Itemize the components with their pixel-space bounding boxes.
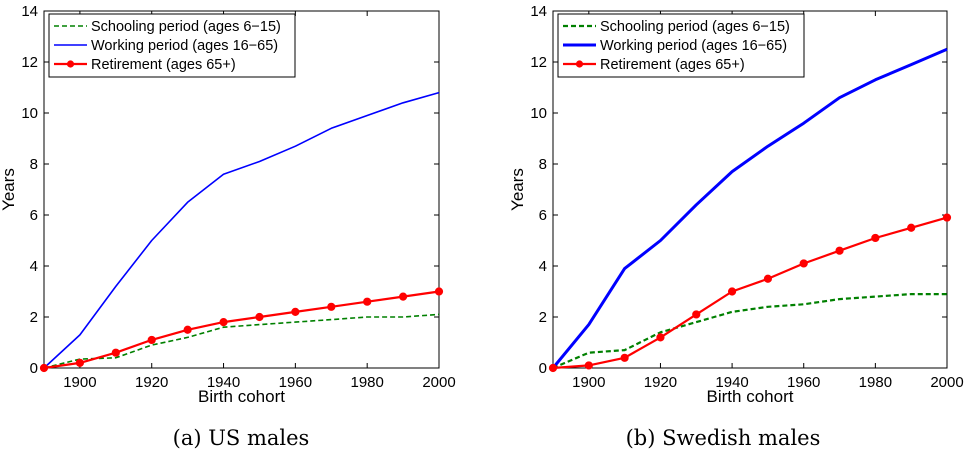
data-point (692, 310, 701, 319)
data-point (942, 213, 952, 222)
data-point (907, 223, 916, 232)
y-tick-label: 8 (539, 156, 547, 173)
y-tick-label: 8 (30, 156, 38, 173)
data-point (255, 312, 264, 322)
y-tick-label: 6 (539, 207, 547, 224)
series-line (552, 216, 948, 370)
data-point (871, 233, 880, 243)
data-point (656, 333, 665, 342)
swedish-males-chart: 0 2 4 6 8 10 12 14 1900 1920 1940 1960 1980 2000 Birth… (508, 3, 964, 406)
data-point (398, 292, 408, 301)
legend-label: Retirement (ages 65+) (91, 57, 236, 73)
y-axis-title: Years (0, 168, 18, 211)
series-line (551, 47, 948, 369)
x-tick-label: 1900 (572, 374, 605, 391)
legend-label: Schooling period (ages 6−15) (600, 19, 790, 35)
x-tick-label: 1920 (644, 374, 677, 391)
y-tick-label: 2 (30, 309, 38, 326)
x-tick-label: 1960 (279, 374, 312, 391)
y-tick-label: 14 (530, 3, 547, 20)
data-point (799, 259, 808, 268)
y-tick-label: 0 (539, 360, 547, 377)
data-point (434, 287, 444, 296)
chart-caption: (a) US males (172, 426, 310, 450)
x-tick-label: 1940 (715, 374, 748, 391)
data-point (835, 246, 844, 255)
x-axis-title: Birth cohort (707, 387, 794, 406)
y-axis-title: Years (508, 168, 527, 211)
x-tick-label: 1900 (63, 374, 96, 391)
data-point (147, 335, 156, 345)
legend-label: Working period (ages 16−65) (91, 38, 278, 54)
y-tick-label: 10 (530, 105, 547, 122)
data-point (111, 348, 120, 357)
legend-marker (575, 60, 584, 68)
y-tick-label: 12 (21, 54, 38, 71)
us-males-chart: 0 2 4 6 8 10 12 14 1900 1920 1940 1960 1980 2000 Birth… (0, 3, 456, 406)
x-tick-label: 1980 (859, 374, 892, 391)
x-tick-label: 2000 (422, 374, 455, 391)
y-tick-label: 4 (539, 258, 547, 275)
data-point (727, 287, 737, 296)
data-point (39, 363, 49, 373)
data-point (620, 353, 629, 362)
y-tick-label: 6 (30, 207, 38, 224)
x-tick-label: 1940 (207, 374, 240, 391)
series-line (552, 293, 947, 370)
legend-label: Schooling period (ages 6−15) (91, 19, 281, 35)
legend-marker (66, 60, 75, 68)
data-point (75, 358, 85, 367)
legend-label: Working period (ages 16−65) (600, 38, 787, 54)
x-tick-label: 1920 (135, 374, 168, 391)
chart-caption: (b) Swedish males (625, 426, 821, 450)
data-point (183, 325, 192, 334)
series-line (43, 290, 440, 370)
data-point (363, 297, 372, 306)
x-tick-label: 1960 (787, 374, 820, 391)
chart-panel-sweden: 0 2 4 6 8 10 12 14 1900 1920 1940 1960 1980 2000 Birth… (482, 0, 964, 467)
data-point (548, 363, 558, 373)
y-tick-label: 14 (21, 3, 38, 20)
y-tick-label: 4 (30, 258, 38, 275)
legend-box (48, 13, 296, 78)
series-line (43, 313, 440, 369)
x-tick-label: 1980 (350, 374, 383, 391)
y-tick-label: 12 (530, 54, 547, 71)
data-point (584, 361, 593, 370)
legend-box (557, 13, 805, 78)
x-axis-title: Birth cohort (198, 387, 285, 406)
data-point (291, 307, 300, 316)
y-tick-label: 2 (539, 309, 547, 326)
series-line (43, 91, 440, 369)
y-tick-label: 0 (30, 360, 38, 377)
y-tick-label: 10 (21, 105, 38, 122)
legend-label: Retirement (ages 65+) (600, 57, 745, 73)
data-point (763, 274, 773, 283)
chart-panel-us: 0 2 4 6 8 10 12 14 1900 1920 1940 1960 1980 2000 Birth… (0, 0, 482, 467)
data-point (327, 302, 336, 311)
data-point (219, 318, 228, 327)
x-tick-label: 2000 (930, 374, 963, 391)
